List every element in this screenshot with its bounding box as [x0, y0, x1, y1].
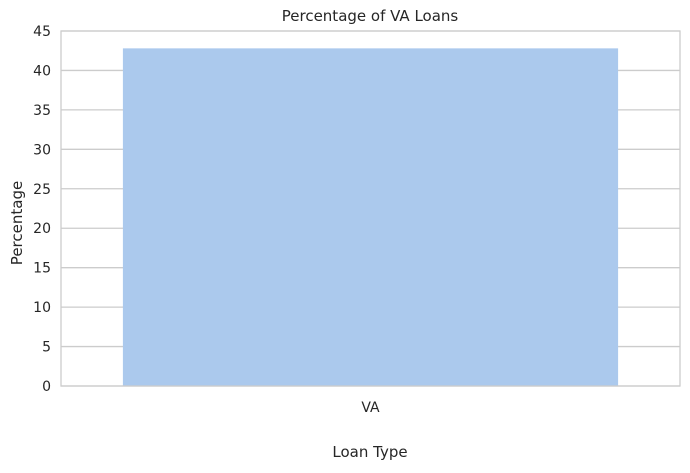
plot-border — [60, 30, 681, 387]
y-tick-label: 25 — [33, 182, 51, 198]
x-tick-labels: VA — [361, 400, 380, 416]
plot-frame — [60, 30, 681, 387]
y-tick-label: 15 — [33, 261, 51, 277]
y-tick-labels: 0 5 10 15 20 25 30 35 40 45 — [33, 24, 51, 395]
chart-title: Percentage of VA Loans — [282, 7, 459, 25]
y-tick-label: 10 — [33, 300, 51, 316]
y-tick-label: 20 — [33, 221, 51, 237]
y-tick-label: 40 — [33, 63, 51, 79]
y-axis-label: Percentage — [8, 181, 26, 265]
y-tick-label: 5 — [42, 340, 51, 356]
bars — [122, 48, 619, 386]
y-tick-label: 30 — [33, 142, 51, 158]
x-axis-label: Loan Type — [332, 443, 407, 461]
x-tick-label: VA — [361, 400, 380, 416]
y-tick-label: 45 — [33, 24, 51, 40]
bar-va — [122, 48, 619, 386]
y-tick-label: 0 — [42, 379, 51, 395]
y-tick-label: 35 — [33, 103, 51, 119]
